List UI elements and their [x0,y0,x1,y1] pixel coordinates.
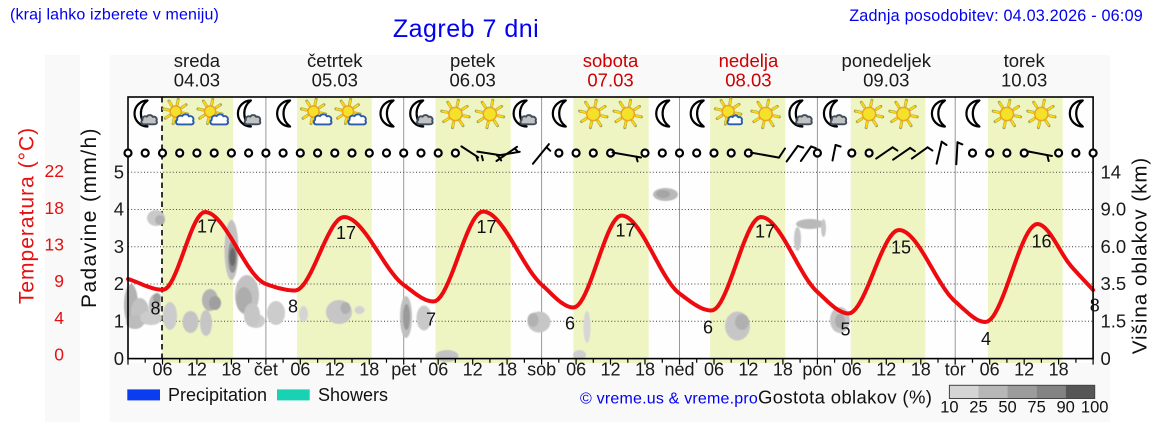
svg-text:4: 4 [981,329,991,349]
svg-text:16: 16 [1031,231,1051,251]
svg-text:8: 8 [150,299,160,319]
svg-text:Precipitation: Precipitation [168,385,267,405]
svg-text:06: 06 [980,360,1000,380]
svg-text:22: 22 [45,161,64,181]
svg-text:17: 17 [615,220,635,240]
svg-text:3: 3 [114,236,124,257]
svg-text:četrtek: četrtek [307,50,363,71]
svg-text:90: 90 [1056,399,1074,417]
svg-text:Zadnja posodobitev: 04.03.2026: Zadnja posodobitev: 04.03.2026 - 06:09 [849,7,1143,25]
svg-text:15: 15 [891,237,911,257]
svg-text:18: 18 [1049,360,1069,380]
svg-text:13: 13 [45,235,64,255]
svg-text:18: 18 [45,198,64,218]
svg-text:50: 50 [998,399,1016,417]
svg-text:06: 06 [704,360,724,380]
svg-text:14: 14 [1101,162,1122,183]
svg-text:6: 6 [703,317,713,337]
svg-text:5: 5 [114,162,124,183]
svg-text:05.03: 05.03 [312,70,358,91]
svg-text:0: 0 [114,348,124,369]
svg-text:sob: sob [527,360,556,380]
svg-text:Višina oblakov (km): Višina oblakov (km) [1129,157,1152,355]
svg-text:17: 17 [755,221,775,241]
svg-text:6: 6 [565,313,575,333]
svg-text:nedelja: nedelja [719,50,779,71]
svg-text:petek: petek [450,50,496,71]
svg-text:ned: ned [664,360,694,380]
svg-text:17: 17 [336,223,356,243]
svg-text:5: 5 [840,319,850,339]
svg-text:06: 06 [290,360,310,380]
svg-text:12: 12 [1014,360,1034,380]
svg-text:torek: torek [1004,50,1046,71]
svg-text:2: 2 [114,273,124,294]
svg-text:0: 0 [1101,348,1111,369]
svg-text:10.03: 10.03 [1001,70,1047,91]
svg-text:8: 8 [288,297,298,317]
svg-text:tor: tor [945,360,966,380]
svg-text:12: 12 [187,360,207,380]
svg-text:18: 18 [221,360,241,380]
svg-text:Showers: Showers [318,385,388,405]
svg-text:12: 12 [876,360,896,380]
svg-text:12: 12 [463,360,483,380]
svg-text:18: 18 [773,360,793,380]
svg-text:3.5: 3.5 [1101,273,1127,294]
svg-text:04.03: 04.03 [174,70,220,91]
svg-text:8: 8 [1090,296,1100,316]
svg-text:10: 10 [940,399,958,417]
svg-text:sreda: sreda [174,50,221,71]
svg-text:18: 18 [497,360,517,380]
svg-text:75: 75 [1027,399,1045,417]
svg-text:18: 18 [635,360,655,380]
svg-text:0: 0 [54,345,64,365]
svg-text:(kraj lahko izberete v meniju): (kraj lahko izberete v meniju) [10,7,219,24]
svg-text:06: 06 [566,360,586,380]
svg-text:06: 06 [428,360,448,380]
svg-text:1.5: 1.5 [1101,311,1127,332]
svg-text:100: 100 [1081,399,1109,417]
svg-text:4: 4 [114,199,124,220]
svg-text:07.03: 07.03 [587,70,633,91]
svg-text:18: 18 [911,360,931,380]
svg-text:Padavine (mm/h): Padavine (mm/h) [78,127,101,308]
svg-text:12: 12 [325,360,345,380]
svg-text:Zagreb 7 dni: Zagreb 7 dni [393,15,539,43]
svg-text:Temperatura (°C): Temperatura (°C) [16,127,39,304]
svg-text:pon: pon [802,360,832,380]
svg-text:17: 17 [476,217,496,237]
svg-text:Gostota oblakov (%): Gostota oblakov (%) [758,386,932,407]
svg-text:9.0: 9.0 [1101,199,1127,220]
svg-text:9: 9 [54,271,64,291]
svg-text:17: 17 [197,216,217,236]
svg-text:09.03: 09.03 [863,70,909,91]
svg-text:6.0: 6.0 [1101,236,1127,257]
svg-text:18: 18 [359,360,379,380]
svg-text:sobota: sobota [583,50,639,71]
svg-text:06.03: 06.03 [450,70,496,91]
svg-text:06: 06 [842,360,862,380]
svg-text:ponedeljek: ponedeljek [842,50,932,71]
svg-text:25: 25 [969,399,987,417]
svg-text:06: 06 [152,360,172,380]
svg-text:12: 12 [738,360,758,380]
svg-text:08.03: 08.03 [725,70,771,91]
svg-text:© vreme.us & vreme.pro: © vreme.us & vreme.pro [580,390,758,407]
svg-text:7: 7 [426,309,436,329]
svg-text:12: 12 [601,360,621,380]
svg-text:pet: pet [391,360,416,380]
svg-text:1: 1 [114,311,124,332]
svg-text:čet: čet [254,360,278,380]
svg-text:4: 4 [54,308,64,328]
